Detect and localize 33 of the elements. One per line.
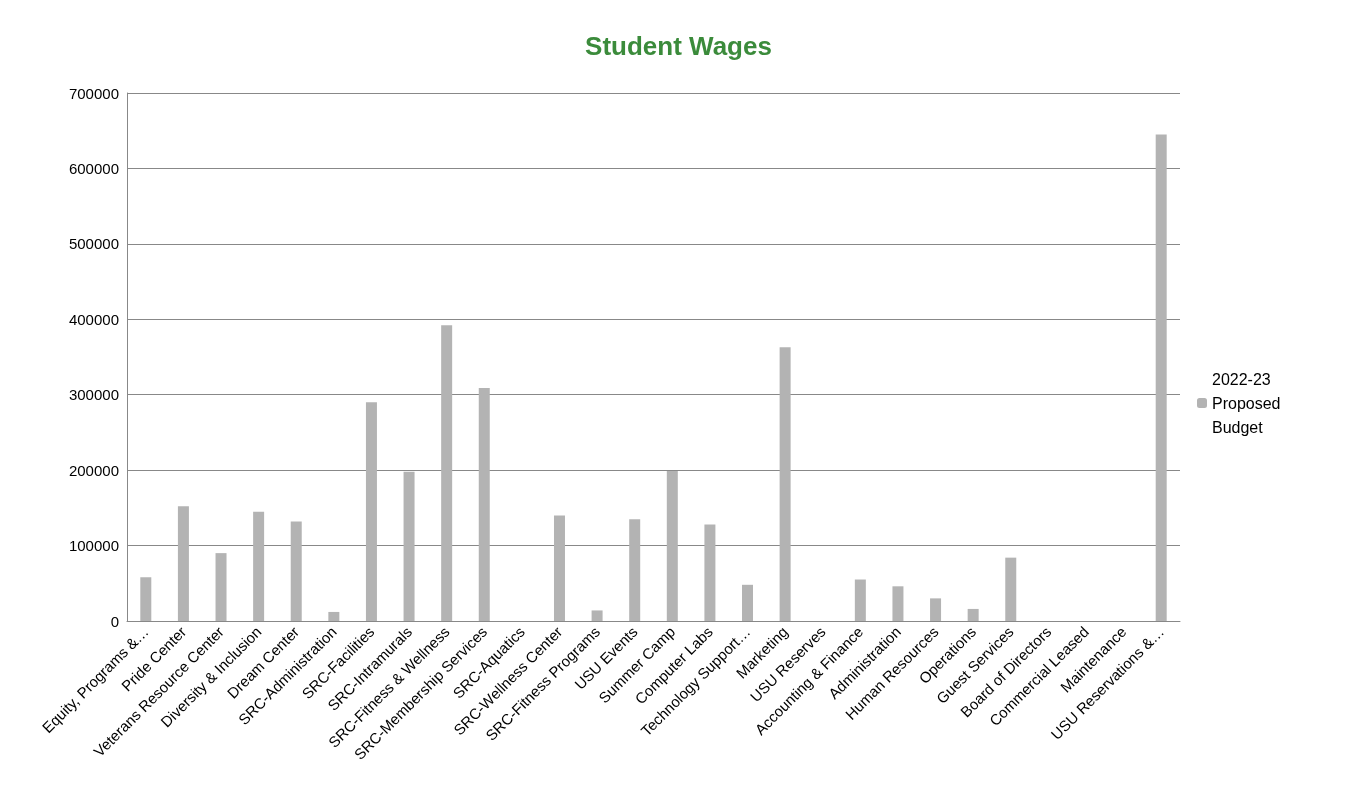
bar [591,610,603,621]
bar [365,402,377,621]
bar [403,471,415,621]
y-tick-label: 0 [110,612,119,630]
bar [553,515,565,621]
y-tick-label: 200000 [68,461,119,479]
bar [1155,134,1167,621]
chart-title: Student Wages [585,31,772,61]
bar [215,553,227,621]
bar [704,524,716,621]
bar [441,325,453,621]
y-tick-label: 400000 [68,310,119,328]
y-tick-label: 300000 [68,386,119,404]
bar [140,577,152,621]
bar [478,387,490,621]
bar [328,611,340,621]
bar [177,506,189,621]
y-tick-label: 100000 [68,537,119,555]
y-tick-label: 700000 [68,84,119,102]
bar [967,608,979,621]
legend-label: 2022-23 Proposed Budget [1212,370,1285,436]
y-tick-label: 600000 [68,159,119,177]
bar [854,579,866,621]
bar [892,586,904,621]
bar [742,584,754,621]
bar [629,519,641,621]
y-tick-label: 500000 [68,235,119,253]
bar [290,521,302,621]
bar [779,347,791,621]
bar [253,511,265,621]
bar [666,470,678,621]
bar [930,598,942,621]
bar [1005,557,1017,621]
